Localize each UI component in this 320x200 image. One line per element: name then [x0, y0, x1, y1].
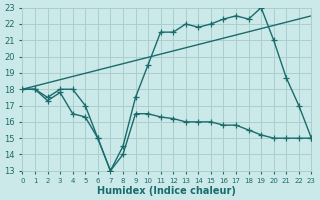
- X-axis label: Humidex (Indice chaleur): Humidex (Indice chaleur): [98, 186, 236, 196]
